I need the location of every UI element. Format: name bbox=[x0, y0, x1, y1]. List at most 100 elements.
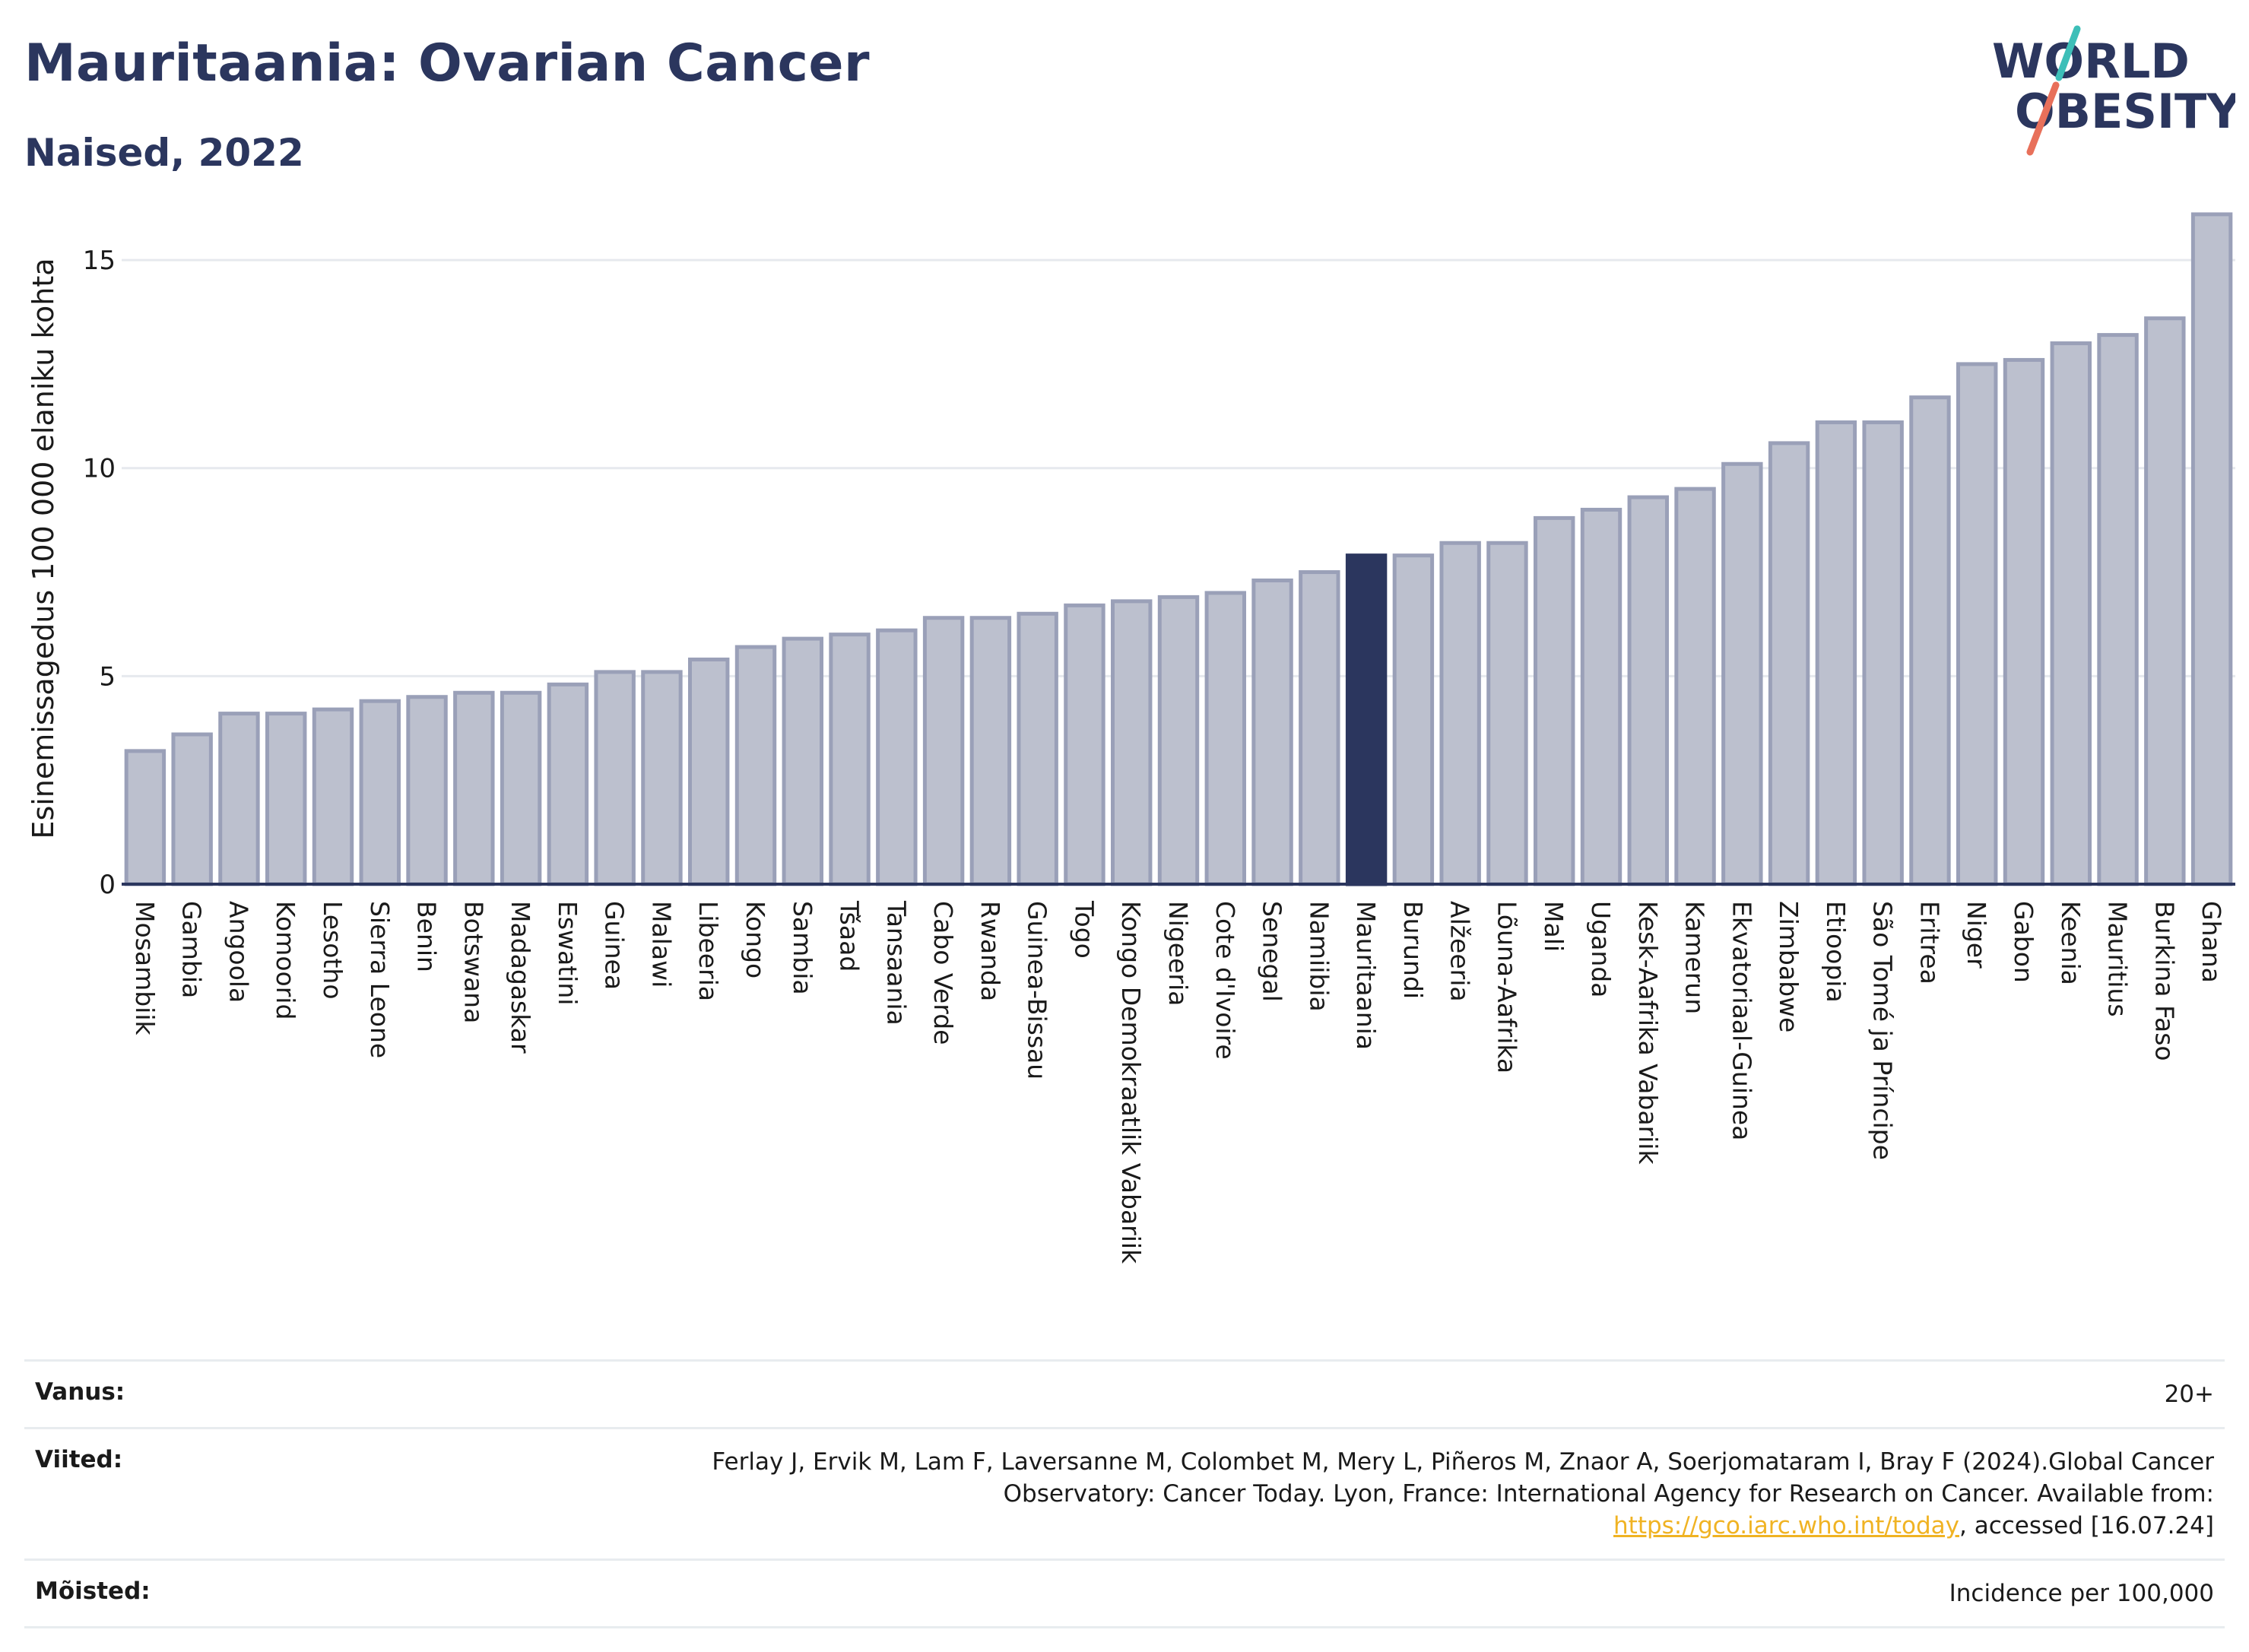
bars bbox=[124, 212, 2233, 886]
y-tick-label: 10 bbox=[83, 454, 116, 484]
bar-mauritius bbox=[2097, 333, 2139, 886]
bar-komoorid bbox=[265, 712, 307, 886]
bar-kongo bbox=[734, 645, 777, 886]
bar-benin bbox=[406, 695, 448, 886]
world-obesity-logo: WORLD OBESITY bbox=[1992, 25, 2235, 156]
x-tick-label: Mauritius bbox=[2103, 901, 2133, 1017]
x-tick-label: São Tomé ja Príncipe bbox=[1868, 901, 1898, 1160]
page-subtitle: Naised, 2022 bbox=[24, 131, 304, 175]
bar-gambia bbox=[171, 732, 213, 886]
bar-cabo-verde bbox=[922, 616, 965, 886]
bar-cote-d-ivoire bbox=[1204, 591, 1246, 886]
x-tick-label: Lesotho bbox=[318, 901, 347, 1000]
x-tick-label: Mauritaania bbox=[1351, 901, 1381, 1050]
bar-mauritaania bbox=[1345, 553, 1388, 886]
bar-mosambiik bbox=[124, 749, 167, 886]
x-tick-label: Kamerun bbox=[1680, 901, 1710, 1014]
x-tick-label: Botswana bbox=[458, 901, 488, 1023]
bar-ghana bbox=[2190, 212, 2233, 886]
bar-malawi bbox=[641, 670, 683, 886]
bar-niger bbox=[1956, 362, 1998, 886]
bar-sambia bbox=[782, 636, 823, 886]
defs-value: Incidence per 100,000 bbox=[1949, 1580, 2214, 1607]
bar-ekvatoriaal-guinea bbox=[1721, 461, 1763, 886]
bar-etioopia bbox=[1815, 420, 1857, 886]
logo-slash-coral bbox=[2026, 81, 2060, 156]
bar-burundi bbox=[1392, 553, 1435, 886]
bar-al-eeria bbox=[1439, 541, 1481, 886]
refs-suffix: , accessed [16.07.24] bbox=[1959, 1512, 2214, 1539]
x-tick-label: Cabo Verde bbox=[928, 901, 958, 1045]
logo-line1: WORLD bbox=[1992, 33, 2190, 89]
bar-nigeeria bbox=[1157, 595, 1200, 886]
bar-l-una-aafrika bbox=[1486, 541, 1528, 886]
x-tick-label: Libeeria bbox=[693, 901, 723, 1001]
x-tick-label: Angoola bbox=[224, 901, 253, 1003]
bar-gabon bbox=[2003, 357, 2045, 886]
bar-keenia bbox=[2050, 341, 2092, 886]
bar-zimbabwe bbox=[1768, 441, 1810, 886]
x-tick-label: Zimbabwe bbox=[1774, 901, 1803, 1032]
x-tick-label: Togo bbox=[1069, 900, 1099, 959]
bar-togo bbox=[1064, 603, 1105, 886]
y-tick-label: 0 bbox=[99, 870, 116, 900]
footer-row-age: Vanus: 20+ bbox=[24, 1359, 2225, 1427]
x-tick-label: Nigeeria bbox=[1163, 901, 1193, 1006]
bar-botswana bbox=[453, 690, 495, 886]
x-tick-label: Komoorid bbox=[271, 901, 300, 1019]
x-tick-label: Gabon bbox=[2009, 901, 2038, 983]
bar-eritrea bbox=[1909, 395, 1951, 886]
x-tick-label: Eritrea bbox=[1914, 901, 1944, 985]
x-tick-label: Etioopia bbox=[1821, 901, 1851, 1003]
footer-row-refs: Viited: Ferlay J, Ervik M, Lam F, Lavers… bbox=[24, 1427, 2225, 1558]
bar-kesk-aafrika-vabariik bbox=[1627, 495, 1669, 886]
x-tick-label: Uganda bbox=[1586, 901, 1616, 997]
refs-link[interactable]: https://gco.iarc.who.int/today bbox=[1613, 1512, 1959, 1539]
x-tick-label: Kesk-Aafrika Vabariik bbox=[1633, 901, 1663, 1165]
refs-label: Viited: bbox=[35, 1446, 123, 1473]
bar-lesotho bbox=[312, 707, 354, 886]
bar-chart: 0 5 10 15 Mosambiik Gambia Angoola Komoorid Les… bbox=[27, 212, 2235, 1264]
x-tick-label: Burkina Faso bbox=[2149, 901, 2179, 1061]
x-tick-label: Senegal bbox=[1258, 901, 1287, 1002]
age-value: 20+ bbox=[2164, 1381, 2214, 1408]
x-tick-label: Gambia bbox=[177, 901, 207, 998]
bar-madagaskar bbox=[500, 690, 542, 886]
bar-rwanda bbox=[969, 616, 1012, 886]
x-tick-label: Eswatini bbox=[553, 901, 582, 1005]
bar-libeeria bbox=[688, 657, 730, 886]
x-tick-label: Cote d'Ivoire bbox=[1210, 901, 1240, 1060]
bar-t-aad bbox=[829, 633, 871, 886]
page-title: Mauritaania: Ovarian Cancer bbox=[24, 33, 871, 94]
bar-eswatini bbox=[547, 682, 589, 886]
y-tick-label: 5 bbox=[99, 661, 116, 692]
y-axis-label: Esinemissagedus 100 000 elaniku kohta bbox=[27, 258, 60, 839]
bar-kongo-demokraatlik-vabariik bbox=[1111, 599, 1153, 886]
bar-guinea bbox=[594, 670, 636, 886]
refs-text: Ferlay J, Ervik M, Lam F, Laversanne M, … bbox=[712, 1448, 2214, 1508]
bar-mali bbox=[1534, 515, 1575, 886]
x-tick-label: Tšaad bbox=[835, 900, 864, 972]
age-label: Vanus: bbox=[35, 1378, 125, 1406]
bar-sierra-leone bbox=[359, 699, 401, 886]
refs-text-wrap: Ferlay J, Ervik M, Lam F, Laversanne M, … bbox=[693, 1446, 2214, 1542]
chart-footer: Vanus: 20+ Viited: Ferlay J, Ervik M, La… bbox=[24, 1359, 2225, 1628]
bar-uganda bbox=[1580, 507, 1623, 886]
x-tick-label: Namiibia bbox=[1304, 901, 1334, 1012]
x-tick-label: Alžeeria bbox=[1445, 901, 1475, 1002]
footer-row-defs: Mõisted: Incidence per 100,000 bbox=[24, 1558, 2225, 1628]
x-tick-label: Mali bbox=[1539, 901, 1569, 952]
x-tick-label: Sambia bbox=[788, 901, 817, 995]
bar-namiibia bbox=[1299, 570, 1340, 886]
bar-tansaania bbox=[876, 628, 918, 886]
bar-kamerun bbox=[1674, 487, 1716, 886]
x-tick-label: Lõuna-Aafrika bbox=[1492, 901, 1521, 1073]
x-tick-label: Guinea-Bissau bbox=[1023, 901, 1052, 1080]
y-tick-label: 15 bbox=[83, 246, 116, 276]
x-tick-label: Malawi bbox=[646, 901, 676, 988]
x-tick-label: Madagaskar bbox=[506, 901, 535, 1054]
x-tick-label: Sierra Leone bbox=[365, 901, 395, 1058]
x-tick-label: Mosambiik bbox=[130, 901, 160, 1036]
x-tick-label: Burundi bbox=[1398, 901, 1428, 999]
refs-value: Ferlay J, Ervik M, Lam F, Laversanne M, … bbox=[693, 1446, 2214, 1542]
